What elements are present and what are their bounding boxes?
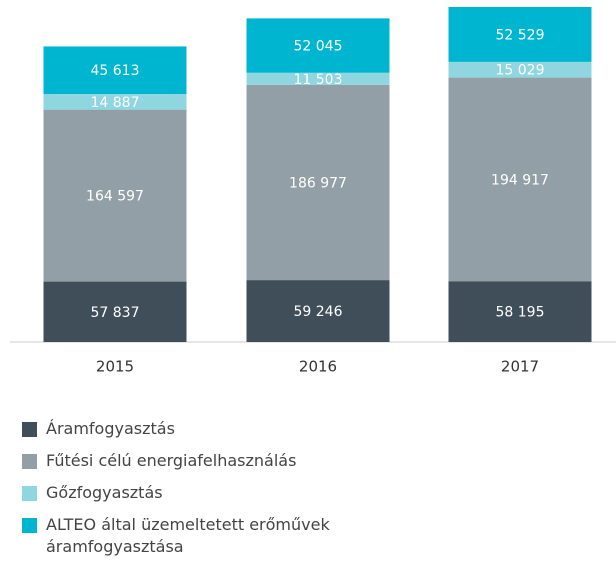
legend-swatch [22,518,37,533]
bar-segment [246,84,390,281]
value-label: 52 045 [294,39,343,55]
legend-swatch [22,486,37,501]
legend-label: Áramfogyasztás [46,419,175,438]
legend-item: Gőzfogyasztás [22,482,442,504]
bar-segment [43,109,187,282]
value-label: 186 977 [289,175,347,191]
legend-item: Áramfogyasztás [22,418,442,440]
bar-segment [448,281,592,342]
value-label: 15 029 [496,63,545,79]
legend-label: Gőzfogyasztás [46,483,163,502]
bar-segment [246,72,390,85]
bar-segment [448,77,592,282]
value-label: 45 613 [91,63,140,79]
chart: 57 837 164 597 14 887 45 613 2015 59 246 186 9… [10,7,616,376]
bar-segment [448,61,592,78]
bar-segment [246,280,390,342]
x-tick-label: 2016 [299,358,337,376]
value-label: 52 529 [496,27,545,43]
bar-segment [43,281,187,342]
legend-item: ALTEO által üzemeltetett erőművek áramfo… [22,514,442,558]
bar-segment [246,18,390,73]
value-label: 58 195 [496,305,545,321]
x-tick-label: 2015 [96,358,134,376]
legend-swatch [22,422,37,437]
bar-segment [448,7,592,62]
legend-item: Fűtési célú energiafelhasználás [22,450,442,472]
value-label: 194 917 [491,172,549,188]
value-label: 164 597 [86,189,144,205]
legend: Áramfogyasztás Fűtési célú energiafelhasz… [22,418,442,568]
x-tick-label: 2017 [501,358,539,376]
value-label: 59 246 [294,304,343,320]
value-label: 57 837 [91,305,140,321]
value-label: 14 887 [91,95,140,111]
legend-label: Fűtési célú energiafelhasználás [46,451,297,470]
bar-segment [43,46,187,95]
value-label: 11 503 [294,72,343,88]
bar-segment [43,94,187,110]
legend-swatch [22,454,37,469]
legend-label: ALTEO által üzemeltetett erőművek áramfo… [46,515,330,556]
